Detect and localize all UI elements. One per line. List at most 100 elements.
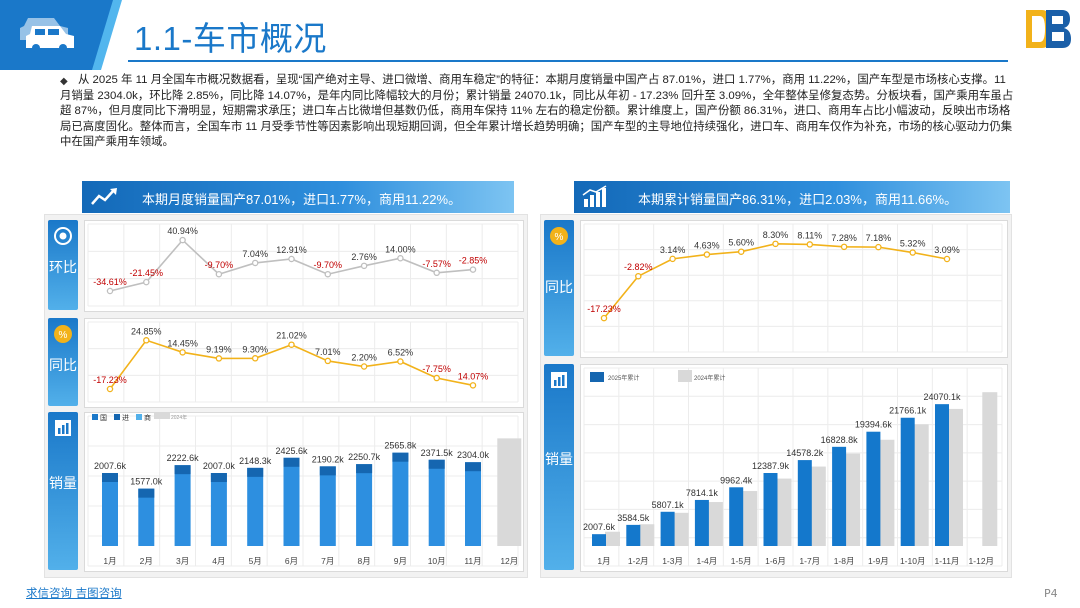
data-label: 5.60% <box>728 238 754 248</box>
bar-2025-top <box>356 464 373 474</box>
data-label: 9.30% <box>242 344 268 354</box>
series-line <box>603 243 948 319</box>
tick-label: 7月 <box>321 556 334 566</box>
side-label-cum-tb: % 同比 <box>544 220 574 356</box>
legend-label: 2024年累计 <box>694 374 725 382</box>
bar-2025 <box>866 431 881 546</box>
data-label: 4.63% <box>694 241 720 251</box>
data-point <box>324 357 332 365</box>
tick-label: 10月 <box>428 556 446 566</box>
bar-2024 <box>810 466 826 546</box>
data-point <box>806 241 814 248</box>
legend-swatch <box>590 372 604 382</box>
legend-label: 2025年累计 <box>608 374 639 382</box>
bar-2024 <box>948 408 963 546</box>
data-point <box>772 240 779 248</box>
data-label: 2190.2k <box>312 454 345 464</box>
data-point <box>840 243 848 251</box>
bar-2025 <box>660 511 675 546</box>
data-label: -2.82% <box>624 262 653 272</box>
tick-label: 9月 <box>394 556 407 566</box>
trend-line-icon <box>91 188 117 205</box>
data-label: 9.19% <box>206 344 232 354</box>
bar-2025-top <box>247 467 264 477</box>
side-label-hb: 环比 <box>48 220 78 310</box>
data-label: 2148.3k <box>239 456 272 466</box>
data-point <box>324 270 332 278</box>
data-label: -2.85% <box>459 256 488 266</box>
data-point <box>703 251 711 258</box>
tick-label: 11月 <box>464 556 481 566</box>
data-point <box>215 355 223 362</box>
monthly-sales-bar-chart: 国 进 商 2024年 2007.6k 1月 1577.0k 2月 2222.6k 3月 2007.… <box>87 412 522 567</box>
tick-label: 1-4月 <box>697 556 718 566</box>
data-label: 2425.6k <box>275 446 308 456</box>
data-point <box>737 248 745 255</box>
tick-label: 2月 <box>140 556 153 566</box>
data-label: -7.75% <box>422 364 451 374</box>
data-label: 1577.0k <box>130 477 163 487</box>
bar-2025 <box>428 459 445 546</box>
tick-label: 3月 <box>176 556 189 566</box>
legend-label: 国 <box>100 414 107 422</box>
bar-2025 <box>283 457 300 546</box>
data-label: 8.11% <box>797 230 822 240</box>
percent-icon: % <box>54 325 72 343</box>
data-point <box>397 358 404 365</box>
bar-2025-top <box>465 462 481 472</box>
data-label: 16828.8k <box>821 435 859 445</box>
data-label: 2304.0k <box>457 450 490 460</box>
tick-label: 1-12月 <box>969 556 995 566</box>
bar-2024 <box>879 439 895 546</box>
bar-2024 <box>497 438 522 546</box>
target-icon <box>54 227 72 245</box>
data-point <box>288 255 295 263</box>
data-point <box>433 269 440 277</box>
bar-2025-top <box>428 459 445 469</box>
data-label: 14578.2k <box>786 448 824 458</box>
bar-2024 <box>605 531 620 546</box>
legend-swatch <box>92 414 98 420</box>
bar-2025 <box>626 524 641 546</box>
data-point <box>179 236 186 244</box>
data-point <box>360 262 368 270</box>
data-label: 6.52% <box>388 348 414 358</box>
brand-logo-icon <box>1026 10 1071 48</box>
page-title: 1.1-车市概况 <box>134 20 327 57</box>
yoy-line-chart: -17.23% 24.85% 14.45% 9.19% 9.30% 21.02% 7.01%… <box>87 321 519 403</box>
growth-bars-icon <box>582 185 607 207</box>
data-label: 12.91% <box>276 245 307 255</box>
tick-label: 1-11月 <box>935 556 960 566</box>
bar-2024 <box>776 478 792 546</box>
tick-label: 1-5月 <box>731 556 752 566</box>
bar-2025 <box>356 464 373 546</box>
data-point <box>143 278 150 286</box>
data-point <box>143 337 150 344</box>
data-label: 7.28% <box>831 233 857 243</box>
data-label: 21766.1k <box>889 406 927 416</box>
data-label: 12387.9k <box>752 461 790 471</box>
bar-2024 <box>982 392 998 546</box>
bar-2025 <box>763 472 778 546</box>
mom-line-chart: -34.61%-21.45% 40.94% -9.70% 7.04% 12.91% -9.… <box>87 223 519 307</box>
data-point <box>251 259 259 267</box>
data-point <box>669 255 676 263</box>
bar-2025 <box>797 460 812 546</box>
data-label: 14.07% <box>458 371 489 381</box>
left-banner-text: 本期月度销量国产87.01%，进口1.77%，商用11.22%。 <box>142 192 462 207</box>
data-label: 2007.0k <box>203 461 236 471</box>
data-label: 7.18% <box>866 233 892 243</box>
data-label: -34.61% <box>93 277 127 287</box>
svg-text:%: % <box>555 232 564 243</box>
data-label: 7814.1k <box>686 488 719 498</box>
bar-chart-icon <box>55 420 71 436</box>
side-label-cum-xl: 销量 <box>544 364 574 570</box>
data-point <box>469 382 477 389</box>
legend-label: 2024年 <box>171 414 187 421</box>
data-label: 2.76% <box>351 252 377 262</box>
bar-2025 <box>694 499 709 546</box>
right-banner-text: 本期累计销量国产86.31%，进口2.03%，商用11.66%。 <box>638 192 958 207</box>
bullet-diamond-icon: ◆ <box>60 76 68 87</box>
data-label: 21.02% <box>276 331 307 341</box>
footer-links[interactable]: 求信咨询 吉图咨询 <box>26 586 122 600</box>
